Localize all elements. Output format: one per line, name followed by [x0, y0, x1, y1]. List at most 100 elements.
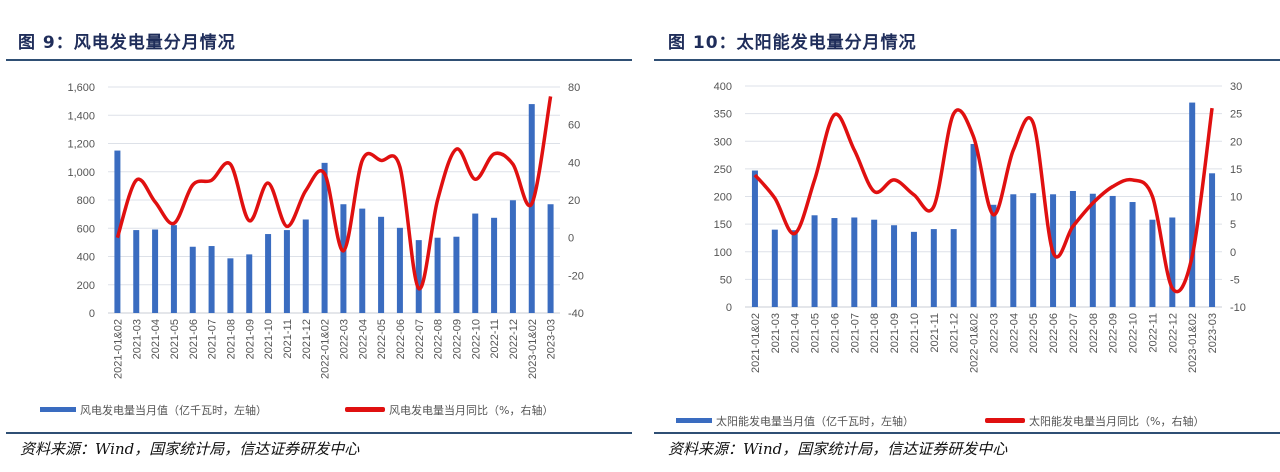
right-axis-tick: -20	[568, 270, 584, 282]
x-axis-tick: 2021-12	[949, 313, 961, 353]
x-axis-tick: 2022-04	[1008, 313, 1020, 353]
left-axis-tick: 400	[77, 252, 95, 264]
x-axis-tick: 2022-08	[433, 319, 445, 359]
bar	[189, 246, 196, 313]
x-axis-tick: 2021-11	[282, 319, 294, 359]
left-axis-tick: 150	[714, 219, 732, 231]
bar	[930, 229, 937, 307]
bar	[152, 229, 159, 313]
right-axis-tick: 0	[1230, 247, 1236, 259]
x-axis-tick: 2022-03	[338, 319, 350, 359]
left-axis-tick: 300	[714, 136, 732, 148]
right-axis-tick: 80	[568, 82, 580, 94]
bottom-divider	[654, 432, 1280, 434]
x-axis-tick: 2022-05	[1028, 313, 1040, 353]
bar	[791, 230, 798, 307]
bar	[246, 254, 253, 313]
left-axis-tick: 1,600	[67, 82, 95, 94]
bar	[851, 217, 858, 307]
x-axis-tick: 2021-09	[889, 313, 901, 353]
x-axis-tick: 2022-01&02	[969, 313, 981, 373]
x-axis-tick: 2022-01&02	[320, 319, 332, 379]
x-axis-tick: 2022-07	[414, 319, 426, 359]
x-axis-tick: 2021-05	[169, 319, 181, 359]
left-axis-tick: 250	[714, 164, 732, 176]
x-axis-tick: 2022-06	[395, 319, 407, 359]
yoy-line	[753, 107, 1214, 294]
x-axis-tick: 2022-10	[1128, 313, 1140, 353]
bar	[811, 215, 818, 307]
x-axis-tick: 2021-08	[869, 313, 881, 353]
bar	[970, 144, 977, 307]
wind-panel: 图 9：风电发电量分月情况 0 200 400 600 800 1,000 1,200 1,4…	[6, 33, 632, 458]
right-axis-tick: 40	[568, 157, 580, 169]
right-axis-tick: 60	[568, 120, 580, 132]
legend-swatch-bar	[40, 407, 76, 412]
bar	[891, 225, 898, 307]
bar	[831, 218, 838, 307]
left-axis-tick: 1,400	[67, 110, 95, 122]
bar	[751, 170, 758, 307]
bar	[265, 234, 272, 313]
left-axis-tick: 1,200	[67, 139, 95, 151]
bar	[1209, 173, 1216, 307]
bar	[547, 204, 554, 313]
left-axis-tick: 0	[726, 302, 732, 314]
bar	[1189, 102, 1196, 307]
bar	[208, 246, 215, 313]
bar	[359, 208, 366, 313]
bar	[528, 104, 535, 313]
solar-chart-title: 图 10：太阳能发电量分月情况	[668, 33, 917, 53]
right-axis-tick: 20	[1230, 136, 1242, 148]
x-axis-tick: 2022-04	[357, 319, 369, 359]
bar	[1169, 217, 1176, 307]
solar-chart: 0 50 100 150 200 250 300 350 400 -10 -5 0 5 10 15 20 25 3…	[676, 81, 1246, 428]
x-axis-tick: 2021-01&02	[750, 313, 762, 373]
legend-label-line: 风电发电量当月同比（%，右轴）	[389, 403, 553, 417]
right-axis-tick: 5	[1230, 219, 1236, 231]
x-axis-tick: 2021-08	[225, 319, 237, 359]
bar	[1089, 193, 1096, 307]
bar	[133, 230, 140, 313]
x-axis-tick: 2021-11	[929, 313, 941, 353]
bar	[1069, 190, 1076, 307]
x-axis-tick: 2022-11	[489, 319, 501, 359]
bar	[910, 231, 917, 307]
x-axis-tick: 2021-07	[849, 313, 861, 353]
x-axis-tick: 2021-06	[188, 319, 200, 359]
bar	[396, 227, 403, 313]
bar	[170, 225, 177, 313]
top-divider	[654, 59, 1280, 61]
bar	[434, 237, 441, 313]
source-note: 资料来源：Wind，国家统计局，信达证券研发中心	[668, 440, 1008, 458]
bar	[1010, 194, 1017, 307]
wind-chart: 0 200 400 600 800 1,000 1,200 1,400 1,600 -40 -20 0…	[40, 82, 584, 417]
x-axis-tick: 2021-05	[810, 313, 822, 353]
bar	[453, 236, 460, 313]
x-axis-tick: 2023-03	[1207, 313, 1219, 353]
bar	[340, 204, 347, 313]
bar	[321, 162, 328, 313]
x-axis-tick: 2021-07	[207, 319, 219, 359]
bottom-divider	[6, 432, 632, 434]
bar	[950, 229, 957, 307]
legend-swatch-bar	[676, 418, 712, 423]
left-axis-tick: 200	[714, 192, 732, 204]
x-axis-tick: 2023-01&02	[1187, 313, 1199, 373]
left-axis-tick: 50	[720, 274, 732, 286]
x-axis-tick: 2022-07	[1068, 313, 1080, 353]
source-note: 资料来源：Wind，国家统计局，信达证券研发中心	[20, 440, 360, 458]
x-axis-tick: 2022-12	[1167, 313, 1179, 353]
x-axis-tick: 2021-03	[770, 313, 782, 353]
bar	[1030, 193, 1037, 307]
bar	[990, 204, 997, 307]
x-axis-tick: 2022-09	[451, 319, 463, 359]
yoy-line	[115, 96, 553, 291]
x-axis-tick: 2022-12	[508, 319, 520, 359]
x-axis-tick: 2022-11	[1147, 313, 1159, 353]
bar	[415, 240, 422, 313]
right-axis-tick: -40	[568, 308, 584, 320]
x-axis-tick: 2022-06	[1048, 313, 1060, 353]
x-axis-tick: 2021-01&02	[112, 319, 124, 379]
x-axis-tick: 2021-04	[150, 319, 162, 359]
